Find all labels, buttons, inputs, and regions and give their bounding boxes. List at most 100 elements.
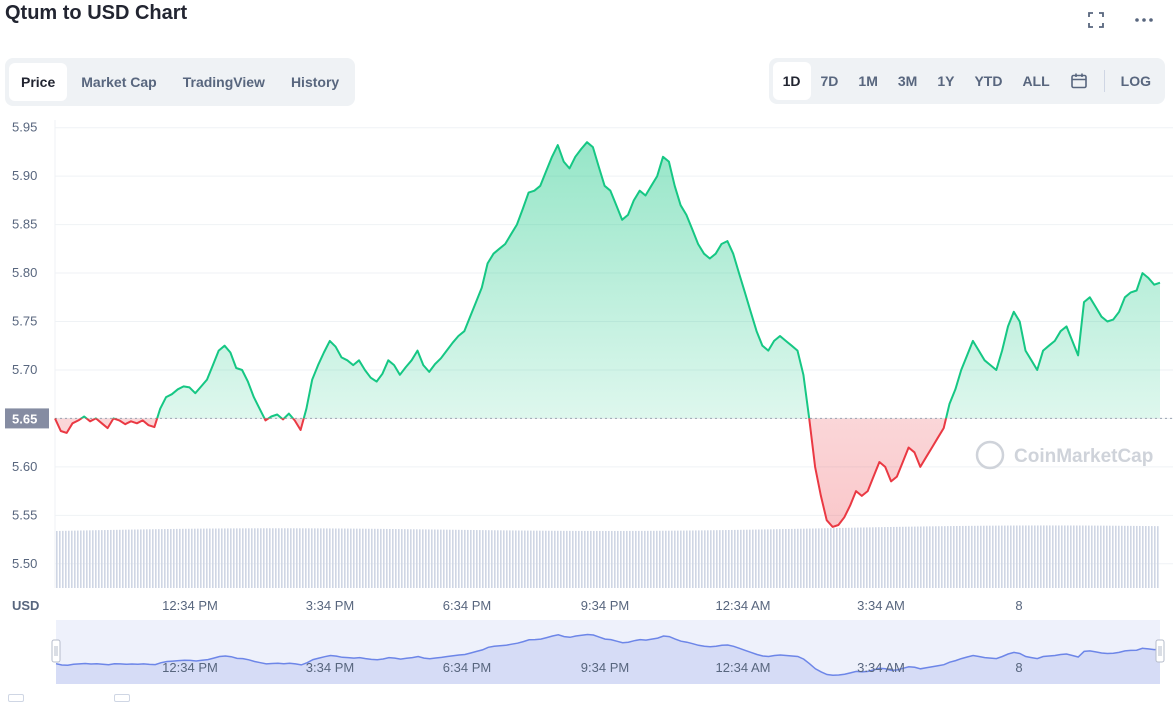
fullscreen-icon[interactable] — [1085, 10, 1107, 30]
calendar-icon[interactable] — [1060, 62, 1098, 100]
volume-bar — [65, 530, 67, 588]
volume-bar — [707, 530, 709, 588]
navigator-right-handle[interactable] — [1155, 639, 1165, 663]
volume-bar — [143, 529, 145, 588]
volume-bar — [398, 529, 400, 588]
volume-bar — [563, 530, 565, 588]
range-all[interactable]: ALL — [1022, 73, 1050, 89]
range-navigator[interactable]: 12:34 PM 3:34 PM 6:34 PM 9:34 PM 12:34 AM 3:3… — [0, 618, 1173, 688]
volume-bar — [833, 528, 835, 588]
range-7d[interactable]: 7D — [820, 73, 839, 89]
volume-bar — [962, 525, 964, 588]
volume-bar — [629, 530, 631, 588]
volume-bar — [77, 530, 79, 588]
volume-bar — [128, 529, 130, 588]
volume-bar — [266, 528, 268, 588]
log-toggle-button[interactable]: LOG — [1120, 73, 1151, 89]
volume-bar — [242, 528, 244, 588]
volume-bar — [713, 530, 715, 588]
volume-bar — [410, 529, 412, 588]
legend-volume-marker[interactable] — [114, 694, 130, 702]
more-options-icon[interactable] — [1133, 10, 1155, 30]
navigator-handles[interactable] — [51, 639, 1165, 663]
volume-bar — [1130, 525, 1132, 588]
volume-bar — [107, 529, 109, 588]
volume-bar — [302, 528, 304, 588]
volume-bar — [188, 528, 190, 588]
navigator-left-handle[interactable] — [51, 639, 61, 663]
volume-bar — [521, 530, 523, 588]
volume-bar — [344, 528, 346, 588]
volume-bar — [119, 529, 121, 588]
reference-price-badge: 5.65 — [5, 408, 49, 429]
tab-history[interactable]: History — [290, 74, 340, 90]
volume-bar — [455, 529, 457, 588]
volume-bar — [968, 525, 970, 588]
volume-bar — [386, 528, 388, 588]
volume-bar — [755, 529, 757, 588]
volume-bar — [671, 530, 673, 588]
volume-bar — [1082, 525, 1084, 588]
volume-bar — [590, 530, 592, 588]
legend-price-marker[interactable] — [8, 694, 24, 702]
price-chart[interactable]: 5.95 5.90 5.85 5.80 5.75 5.70 5.65 5.60 5.55 5.50… — [0, 118, 1173, 618]
volume-bar — [977, 525, 979, 588]
volume-bar — [221, 528, 223, 588]
volume-bar — [575, 530, 577, 588]
volume-bar — [836, 528, 838, 588]
range-ytd[interactable]: YTD — [974, 73, 1003, 89]
volume-bar — [98, 530, 100, 588]
y-tick-label: 5.70 — [12, 362, 37, 377]
volume-bar — [461, 529, 463, 588]
volume-bar — [275, 528, 277, 588]
volume-bar — [290, 528, 292, 588]
volume-bar — [500, 530, 502, 588]
volume-bar — [683, 530, 685, 588]
volume-bar — [320, 528, 322, 588]
volume-bar — [746, 529, 748, 588]
volume-bar — [689, 530, 691, 588]
volume-bar — [914, 526, 916, 588]
volume-bar — [971, 525, 973, 588]
x-tick-label: 3:34 AM — [857, 598, 905, 613]
volume-bar — [572, 530, 574, 588]
range-1m[interactable]: 1M — [858, 73, 878, 89]
volume-bar — [1028, 525, 1030, 588]
volume-bar — [1151, 526, 1153, 588]
volume-bar — [1061, 525, 1063, 588]
tab-market-cap[interactable]: Market Cap — [81, 74, 157, 90]
volume-bar — [239, 528, 241, 588]
range-1y[interactable]: 1Y — [937, 73, 955, 89]
volume-bar — [1154, 526, 1156, 588]
navigator-tick-label: 3:34 PM — [306, 660, 354, 675]
volume-bar — [545, 530, 547, 588]
volume-bar — [206, 528, 208, 588]
navigator-tick-label: 6:34 PM — [443, 660, 491, 675]
volume-bar — [791, 528, 793, 588]
tab-tradingview[interactable]: TradingView — [182, 74, 265, 90]
volume-bar — [998, 525, 1000, 588]
volume-bar — [536, 530, 538, 588]
volume-bar — [1040, 525, 1042, 588]
volume-bar — [227, 528, 229, 588]
volume-bar — [377, 528, 379, 588]
y-tick-label: 5.80 — [12, 265, 37, 280]
volume-bar — [953, 526, 955, 588]
volume-bar — [428, 529, 430, 588]
range-1d[interactable]: 1D — [772, 62, 811, 100]
tab-price[interactable]: Price — [9, 63, 68, 101]
volume-bar — [269, 528, 271, 588]
volume-bar — [980, 525, 982, 588]
volume-bar — [1109, 525, 1111, 588]
volume-bar — [431, 529, 433, 588]
volume-bar — [668, 530, 670, 588]
volume-bar — [308, 528, 310, 588]
range-3m[interactable]: 3M — [897, 73, 918, 89]
volume-bar — [152, 529, 154, 588]
handle-grip — [1155, 639, 1165, 663]
volume-bar — [407, 529, 409, 588]
volume-bar — [125, 529, 127, 588]
volume-bar — [176, 528, 178, 588]
volume-bar — [1106, 525, 1108, 588]
volume-bar — [1067, 525, 1069, 588]
